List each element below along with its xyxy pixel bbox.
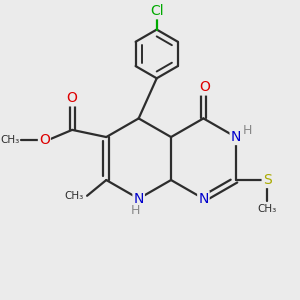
Text: S: S xyxy=(263,173,272,187)
Text: N: N xyxy=(134,192,144,206)
Text: O: O xyxy=(39,133,50,147)
Text: N: N xyxy=(198,192,208,206)
Text: H: H xyxy=(243,124,253,137)
Text: CH₃: CH₃ xyxy=(1,135,20,145)
Text: H: H xyxy=(130,204,140,217)
Text: O: O xyxy=(66,92,77,105)
Text: Cl: Cl xyxy=(150,4,164,18)
Text: O: O xyxy=(200,80,210,94)
Text: CH₃: CH₃ xyxy=(257,204,277,214)
Text: CH₃: CH₃ xyxy=(64,191,84,201)
Text: N: N xyxy=(231,130,241,144)
